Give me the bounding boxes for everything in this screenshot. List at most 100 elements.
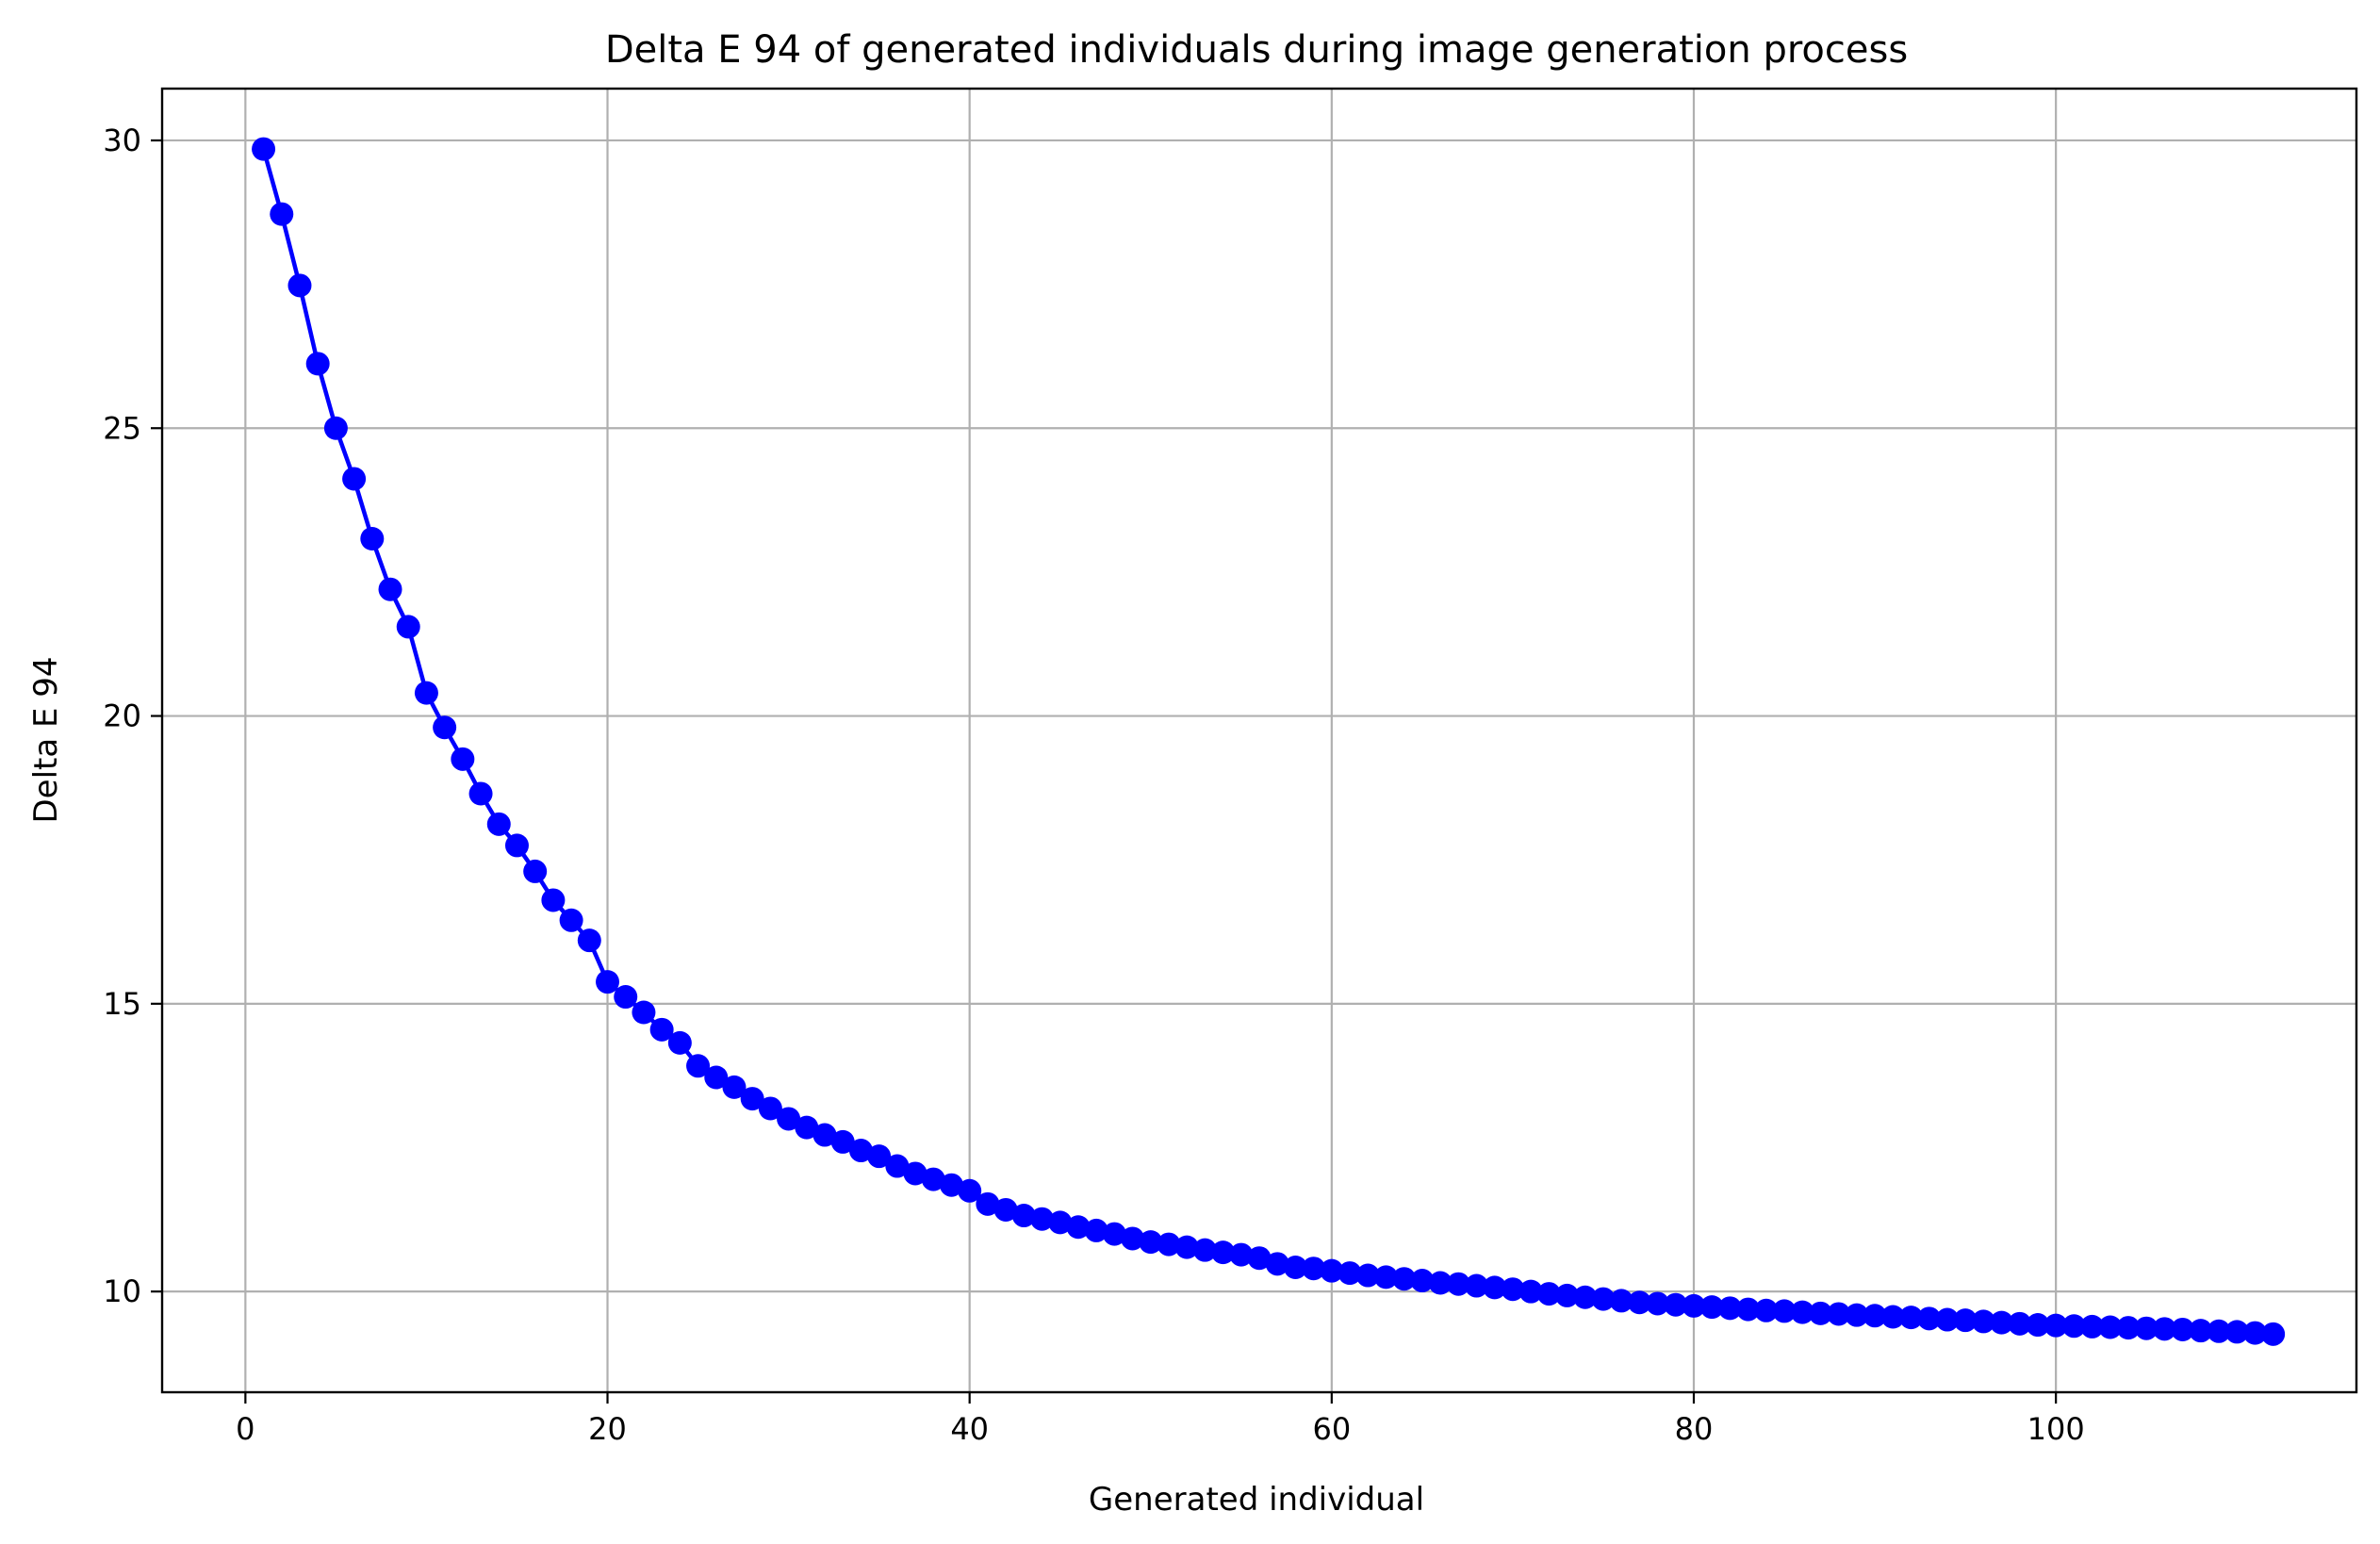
x-tick-label: 60	[1312, 1411, 1351, 1447]
data-point	[305, 352, 330, 376]
data-point	[1736, 1297, 1761, 1322]
data-point	[1845, 1303, 1869, 1327]
data-point	[1410, 1269, 1435, 1293]
data-point	[740, 1087, 764, 1111]
data-point	[1790, 1300, 1814, 1324]
data-point	[2261, 1322, 2286, 1346]
chart-title: Delta E 94 of generated individuals duri…	[605, 28, 1908, 72]
data-point	[287, 273, 312, 298]
data-point	[1192, 1238, 1217, 1262]
data-point	[1283, 1256, 1307, 1279]
data-point	[541, 888, 566, 912]
data-point	[2116, 1316, 2141, 1340]
data-point	[1157, 1232, 1181, 1257]
data-point	[1971, 1309, 1995, 1334]
data-point	[1048, 1210, 1073, 1235]
data-point	[1573, 1285, 1598, 1309]
data-point	[596, 970, 620, 994]
data-point	[2152, 1317, 2176, 1341]
y-tick-label: 25	[103, 410, 141, 446]
data-point	[2098, 1315, 2123, 1339]
data-point	[1011, 1204, 1036, 1228]
data-point	[722, 1075, 747, 1099]
data-point	[559, 908, 583, 932]
data-point	[1229, 1242, 1254, 1267]
data-point	[1880, 1305, 1905, 1329]
data-point	[2134, 1316, 2158, 1340]
data-point	[614, 985, 638, 1010]
data-point	[1827, 1302, 1851, 1326]
data-point	[1392, 1267, 1417, 1291]
data-point	[1247, 1246, 1272, 1271]
y-tick-label: 10	[103, 1273, 141, 1309]
data-point	[1211, 1240, 1236, 1265]
data-point	[1518, 1279, 1543, 1304]
y-tick-label: 30	[103, 123, 141, 158]
data-point	[939, 1173, 963, 1197]
x-tick-label: 40	[950, 1411, 989, 1447]
data-point	[1483, 1275, 1507, 1300]
ticks: 0 20 40 60 80 100 10 15 20 25 30	[103, 123, 2084, 1447]
data-point	[1066, 1215, 1091, 1240]
data-point	[433, 715, 457, 740]
data-point	[1664, 1292, 1688, 1317]
data-point	[1428, 1271, 1453, 1295]
y-tick-label: 15	[103, 986, 141, 1022]
data-point	[686, 1054, 711, 1078]
data-point	[777, 1107, 801, 1131]
data-point	[867, 1144, 892, 1169]
data-point	[1699, 1295, 1724, 1320]
data-point	[885, 1154, 910, 1178]
data-point	[2242, 1321, 2267, 1345]
data-point	[1953, 1308, 1978, 1333]
data-point	[1265, 1252, 1289, 1276]
data-point	[414, 681, 438, 705]
data-point	[1465, 1273, 1488, 1298]
data-point	[958, 1178, 982, 1203]
data-point	[848, 1139, 873, 1163]
data-point	[1355, 1263, 1380, 1288]
data-point	[2044, 1313, 2068, 1338]
data-point	[667, 1030, 692, 1055]
data-point	[486, 812, 511, 836]
x-tick-label: 80	[1675, 1411, 1714, 1447]
data-point	[2224, 1320, 2249, 1344]
y-axis-label: Delta E 94	[27, 656, 65, 823]
data-point	[1139, 1230, 1163, 1255]
data-point	[2207, 1319, 2231, 1343]
data-point	[1555, 1283, 1580, 1307]
data-point	[1754, 1298, 1779, 1322]
data-point	[504, 833, 529, 858]
data-point	[976, 1191, 1000, 1216]
data-point	[1536, 1282, 1561, 1306]
data-point	[323, 416, 348, 440]
y-tick-label: 20	[103, 698, 141, 734]
data-point	[1501, 1277, 1525, 1302]
data-point	[1102, 1222, 1126, 1246]
data-point	[1320, 1258, 1344, 1283]
data-point	[1990, 1310, 2014, 1335]
data-point	[993, 1197, 1018, 1222]
data-point	[1863, 1304, 1887, 1328]
data-point	[704, 1065, 729, 1090]
data-point	[1591, 1287, 1616, 1311]
data-point	[1338, 1261, 1362, 1286]
data-point	[1627, 1290, 1651, 1315]
data-point	[1898, 1306, 1923, 1330]
x-tick-label: 20	[588, 1411, 627, 1447]
data-point	[812, 1123, 837, 1147]
series-layer	[252, 137, 2286, 1346]
data-point	[2008, 1311, 2032, 1336]
data-point	[1808, 1301, 1832, 1325]
data-point	[378, 577, 402, 601]
data-point	[252, 137, 276, 161]
data-point	[921, 1167, 945, 1191]
data-point	[1121, 1226, 1145, 1251]
grid	[162, 89, 2356, 1392]
data-point	[270, 202, 294, 226]
data-point	[795, 1115, 819, 1140]
x-tick-label: 0	[236, 1411, 254, 1447]
data-point	[649, 1017, 674, 1042]
data-point	[758, 1096, 782, 1121]
